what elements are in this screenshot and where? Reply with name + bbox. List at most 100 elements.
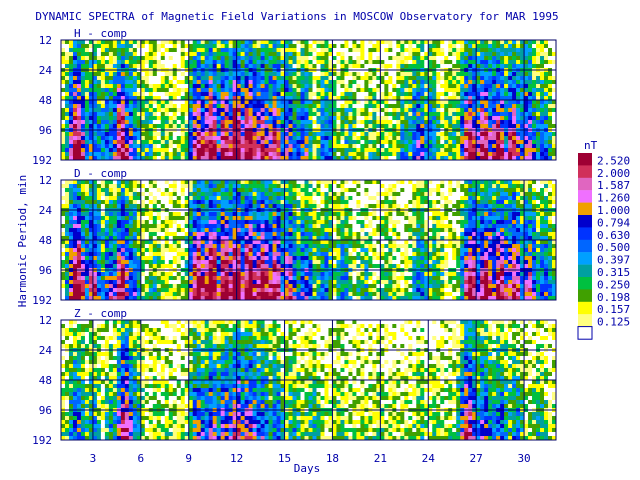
heatmap-cell (192, 272, 198, 277)
heatmap-cell (236, 80, 241, 85)
heatmap-cell (132, 80, 138, 85)
heatmap-cell (508, 92, 513, 97)
heatmap-cell (528, 108, 533, 113)
heatmap-cell (80, 144, 86, 149)
heatmap-cell (392, 140, 397, 145)
heatmap-cell (136, 44, 142, 49)
heatmap-cell (316, 112, 321, 117)
heatmap-cell (168, 196, 174, 201)
heatmap-cell (260, 72, 265, 77)
heatmap-cell (188, 188, 194, 193)
heatmap-cell (84, 52, 90, 57)
heatmap-cell (88, 220, 94, 225)
heatmap-cell (424, 84, 429, 89)
heatmap-cell (96, 144, 102, 149)
heatmap-cell (456, 40, 461, 45)
heatmap-cell (344, 140, 349, 145)
heatmap-cell (100, 284, 106, 289)
heatmap-cell (324, 96, 329, 101)
heatmap-cell (192, 104, 198, 109)
heatmap-cell (172, 296, 178, 301)
heatmap-cell (244, 72, 249, 77)
heatmap-cell (188, 272, 194, 277)
heatmap-cell (316, 76, 321, 81)
heatmap-cell (68, 200, 74, 205)
heatmap-cell (264, 92, 269, 97)
heatmap-cell (396, 124, 401, 129)
heatmap-cell (188, 280, 194, 285)
heatmap-cell (440, 104, 445, 109)
heatmap-cell (280, 88, 285, 93)
heatmap-cell (196, 72, 202, 77)
heatmap-cell (84, 80, 90, 85)
heatmap-cell (84, 236, 90, 241)
heatmap-cell (220, 136, 225, 141)
heatmap-cell (340, 60, 345, 65)
heatmap-cell (116, 124, 122, 129)
heatmap-cell (452, 148, 457, 153)
heatmap-cell (80, 256, 86, 261)
heatmap-cell (548, 56, 553, 61)
heatmap-cell (180, 40, 186, 45)
heatmap-cell (480, 100, 485, 105)
heatmap-cell (384, 136, 389, 141)
heatmap-cell (288, 148, 293, 153)
heatmap-cell (156, 144, 162, 149)
heatmap-cell (80, 56, 86, 61)
heatmap-cell (532, 52, 537, 57)
heatmap-cell (512, 124, 517, 129)
heatmap-cell (504, 104, 509, 109)
heatmap-cell (180, 264, 186, 269)
heatmap-cell (316, 92, 321, 97)
heatmap-cell (444, 112, 449, 117)
heatmap-cell (61, 224, 66, 229)
heatmap-cell (240, 152, 245, 157)
heatmap-cell (452, 48, 457, 53)
heatmap-cell (124, 212, 130, 217)
heatmap-cell (104, 240, 110, 245)
heatmap-cell (212, 196, 217, 201)
heatmap-cell (456, 52, 461, 57)
heatmap-cell (528, 116, 533, 121)
heatmap-cell (456, 148, 461, 153)
heatmap-cell (368, 88, 373, 93)
heatmap-cell (92, 76, 98, 81)
heatmap-cell (368, 152, 373, 157)
heatmap-cell (204, 88, 209, 93)
heatmap-cell (108, 152, 114, 157)
heatmap-cell (112, 200, 118, 205)
heatmap-cell (172, 256, 178, 261)
heatmap-cell (244, 144, 249, 149)
heatmap-cell (176, 140, 182, 145)
heatmap-cell (156, 216, 162, 221)
heatmap-cell (244, 84, 249, 89)
heatmap-cell (168, 144, 174, 149)
heatmap-cell (224, 96, 229, 101)
heatmap-cell (348, 108, 353, 113)
heatmap-cell (148, 140, 154, 145)
heatmap-cell (120, 180, 126, 185)
heatmap-cell (184, 100, 190, 105)
heatmap-cell (120, 280, 126, 285)
heatmap-cell (392, 148, 397, 153)
heatmap-cell (500, 92, 505, 97)
heatmap-cell (128, 240, 134, 245)
heatmap-cell (336, 44, 341, 49)
heatmap-cell (264, 124, 269, 129)
heatmap-cell (468, 124, 473, 129)
heatmap-cell (124, 104, 130, 109)
heatmap-cell (268, 108, 273, 113)
heatmap-cell (196, 76, 202, 81)
heatmap-cell (320, 156, 325, 161)
heatmap-cell (276, 124, 281, 129)
heatmap-cell (196, 260, 202, 265)
heatmap-cell (68, 108, 74, 113)
panel-frame (60, 39, 557, 161)
heatmap-cell (536, 144, 541, 149)
heatmap-cell (428, 88, 433, 93)
heatmap-cell (548, 104, 553, 109)
heatmap-cell (284, 144, 289, 149)
heatmap-cell (61, 204, 66, 209)
heatmap-cell (480, 136, 485, 141)
heatmap-cell (336, 48, 341, 53)
